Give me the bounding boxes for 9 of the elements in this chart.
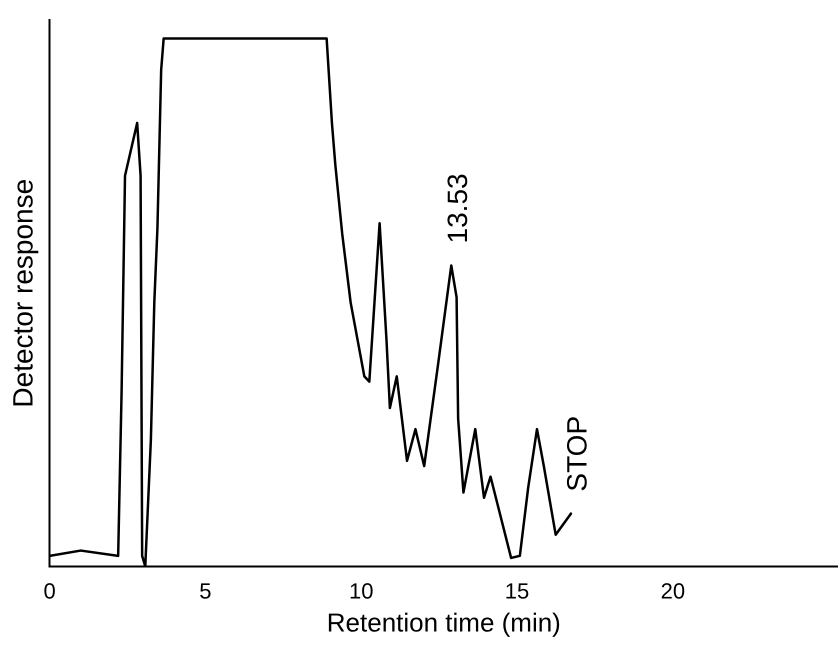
annotation: STOP bbox=[562, 416, 593, 492]
x-tick-label: 15 bbox=[504, 578, 530, 604]
x-tick-label: 20 bbox=[660, 578, 686, 604]
annotation: 13.53 bbox=[442, 173, 473, 244]
x-tick-label: 10 bbox=[348, 578, 374, 604]
y-axis-title: Detector response bbox=[8, 178, 39, 408]
x-axis-title: Retention time (min) bbox=[326, 608, 561, 638]
x-tick-label: 5 bbox=[199, 578, 212, 604]
x-tick-label: 0 bbox=[43, 578, 56, 604]
